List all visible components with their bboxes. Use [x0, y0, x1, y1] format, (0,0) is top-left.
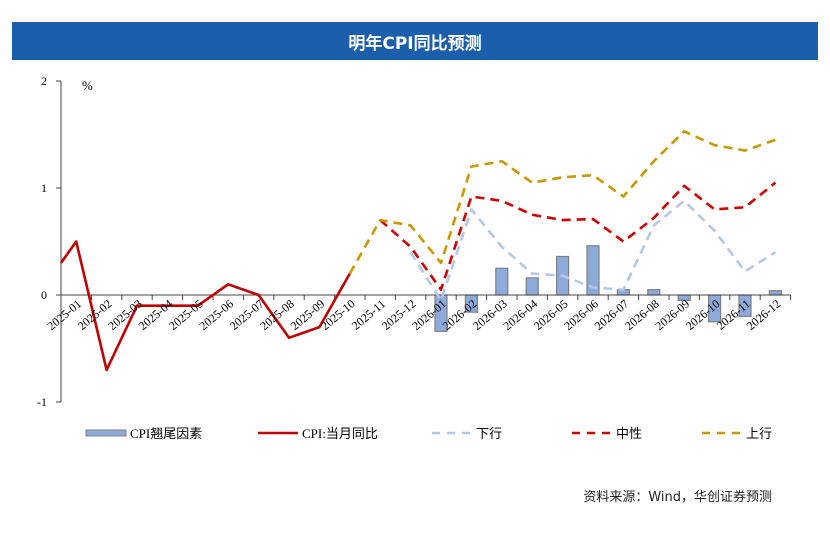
- legend-swatch-bar: [85, 429, 127, 437]
- y-tick-label: 1: [41, 181, 47, 195]
- series-line-3: [348, 129, 776, 275]
- legend-label: 中性: [616, 426, 642, 441]
- legend-label: CPI:当月同比: [302, 426, 378, 441]
- legend-label: CPI翘尾因素: [130, 426, 202, 441]
- source-note: 资料来源：Wind，华创证券预测: [583, 490, 772, 505]
- y-tick-label: 2: [41, 74, 47, 88]
- legend-label: 上行: [746, 426, 772, 441]
- series-line-1: [409, 199, 777, 302]
- y-tick-label: -1: [37, 395, 47, 409]
- bar-2026-12: [768, 290, 783, 296]
- chart-title: 明年CPI同比预测: [12, 22, 818, 60]
- series-line-2: [379, 181, 777, 291]
- bar-2026-03: [495, 267, 509, 296]
- series-line-0: [59, 240, 351, 372]
- bar-2026-04: [525, 277, 539, 296]
- x-tick-label: 2025-10: [318, 297, 358, 333]
- y-tick-label: 0: [41, 288, 47, 302]
- legend-label: 下行: [476, 426, 502, 441]
- bar-2026-08: [647, 289, 661, 296]
- y-unit-label: %: [82, 78, 93, 93]
